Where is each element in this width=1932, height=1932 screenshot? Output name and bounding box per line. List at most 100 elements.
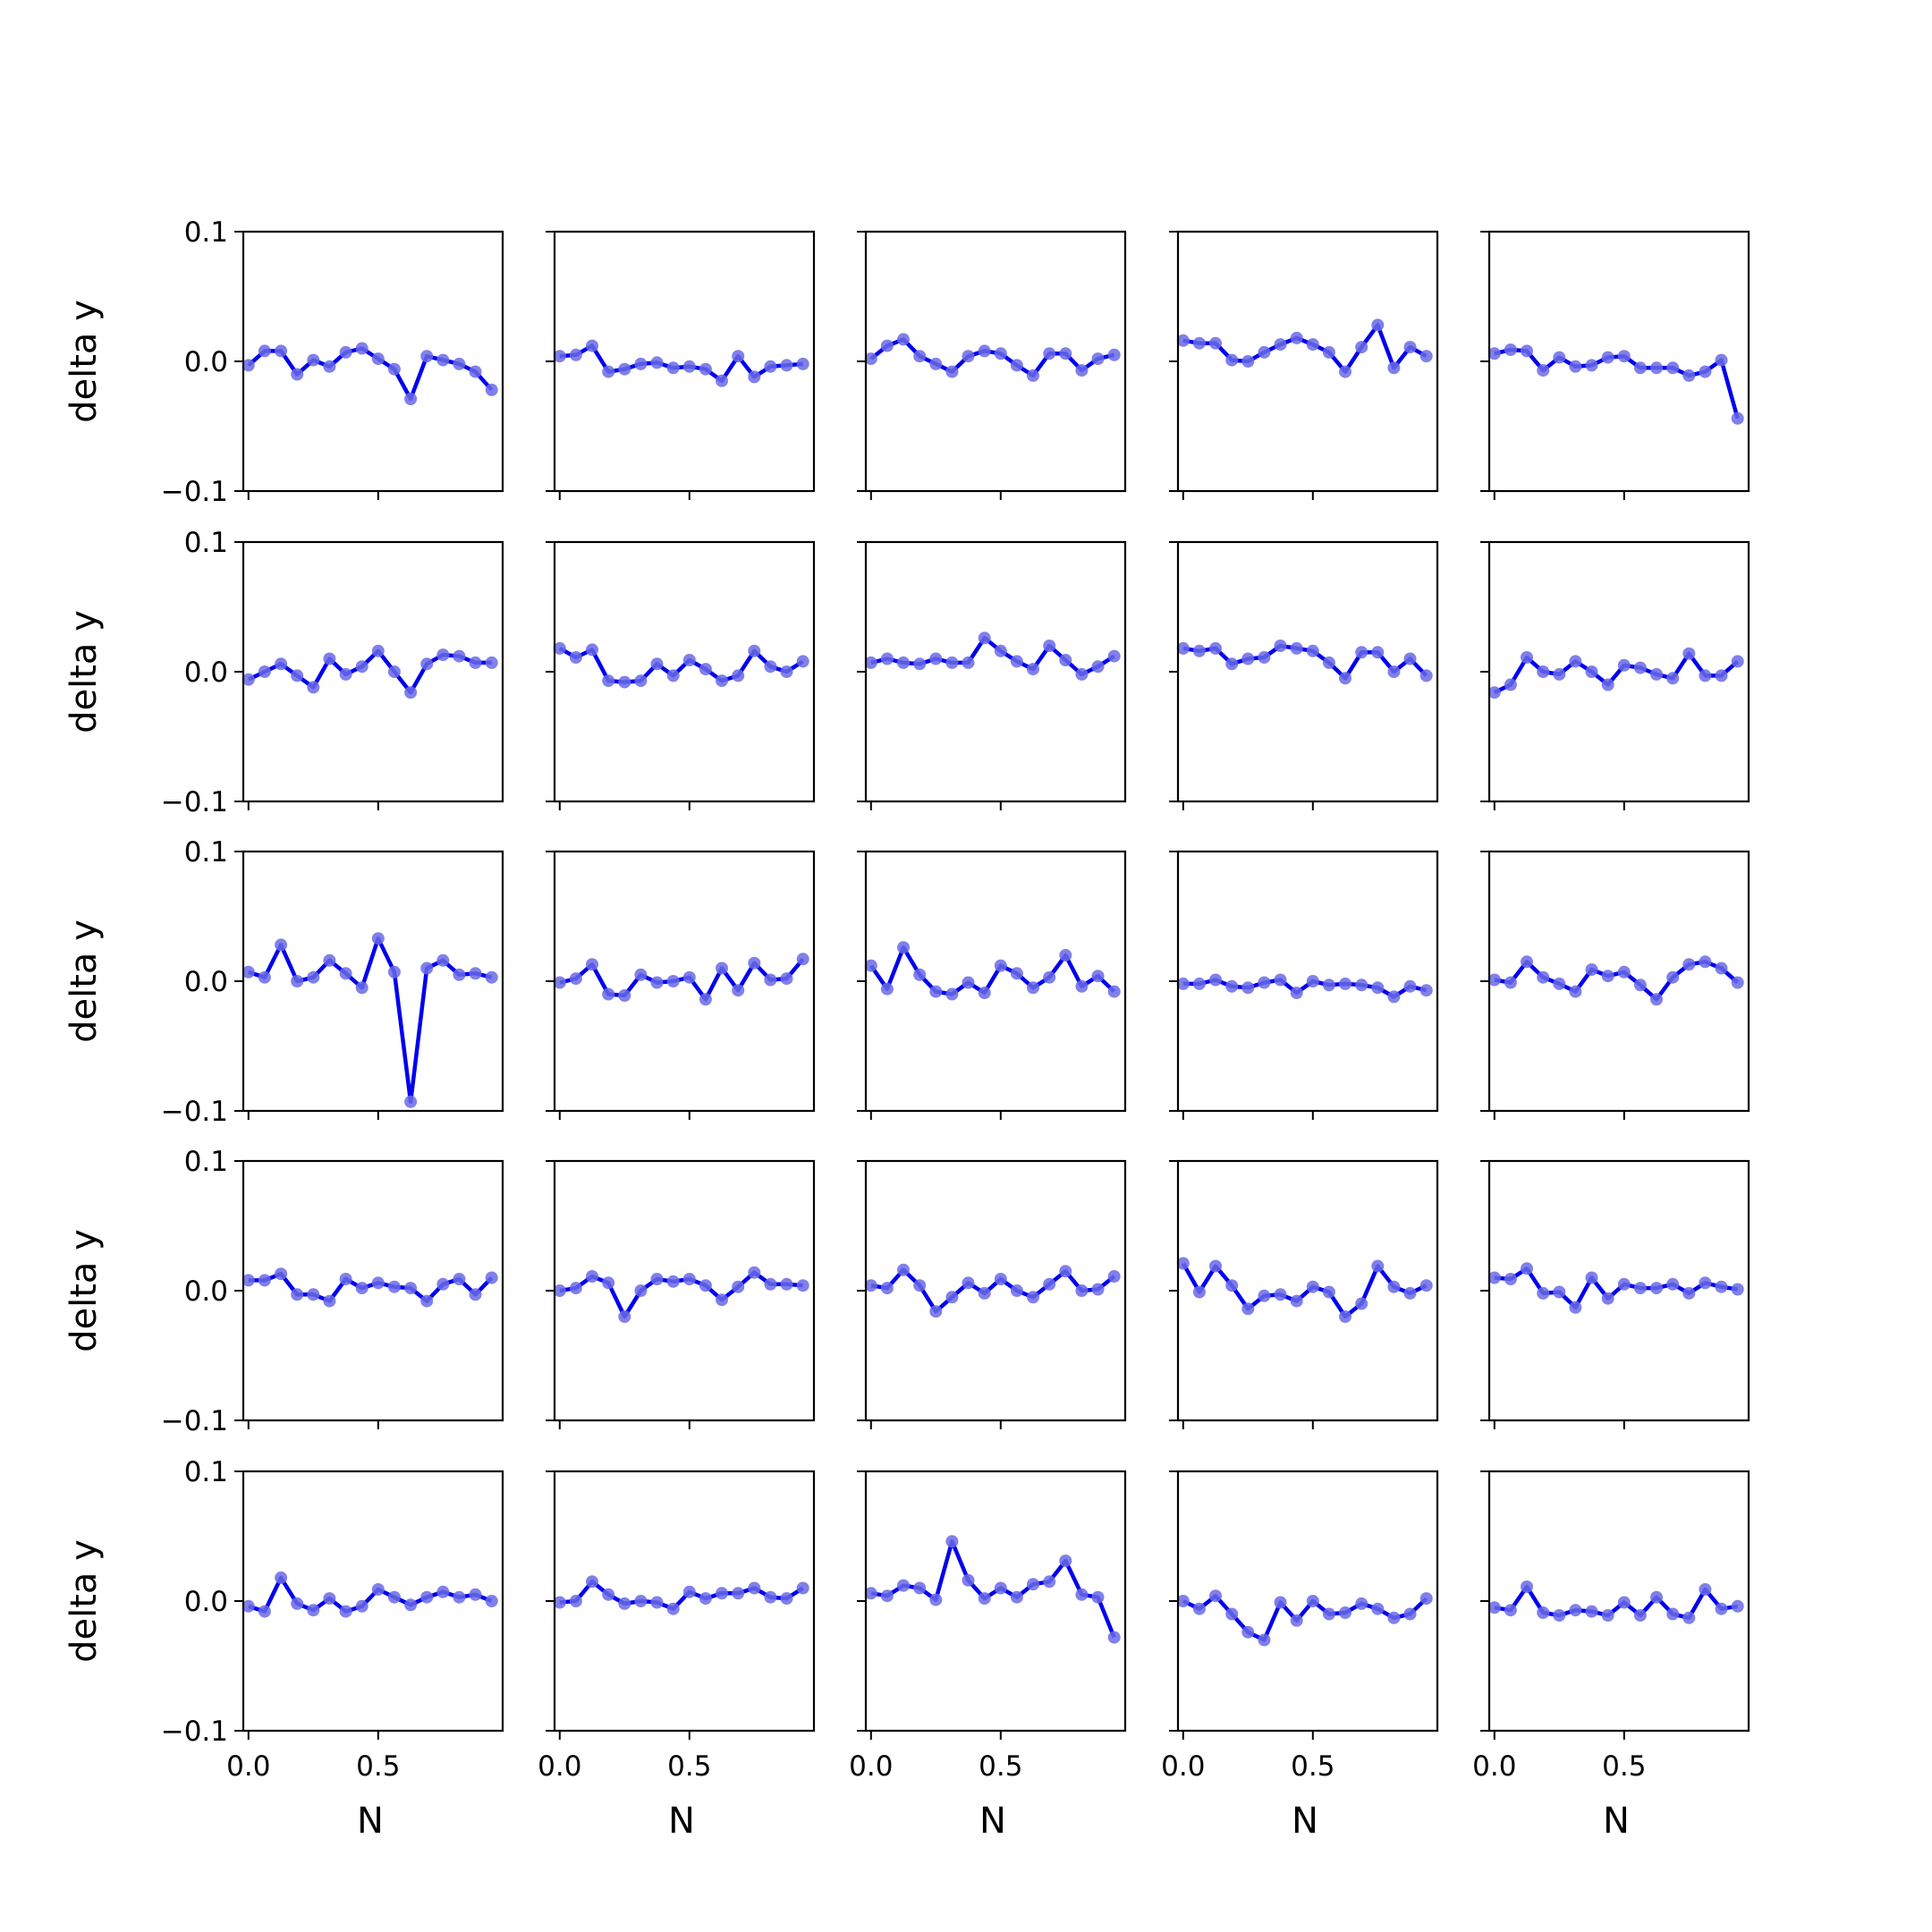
data-point: [962, 350, 975, 363]
data-point: [436, 353, 450, 367]
subplot-r5-c2: 0.0 0.5 N: [538, 1470, 816, 1842]
data-point: [1209, 1259, 1222, 1273]
data-point: [1075, 979, 1089, 993]
data-point: [913, 1279, 927, 1292]
axes-frame: [553, 540, 816, 803]
y-axis-label: delta y: [64, 919, 105, 1043]
axes-frame: [553, 1159, 816, 1422]
data-point: [1043, 640, 1056, 652]
series-line: [1182, 323, 1428, 374]
subplot-r2-c3: [857, 540, 1127, 810]
x-tick-label: 0.0: [1472, 1750, 1516, 1783]
series-line: [869, 337, 1115, 378]
data-point: [1553, 1609, 1566, 1622]
data-point: [1355, 1597, 1368, 1610]
data-point: [748, 370, 761, 384]
data-point: [553, 641, 566, 655]
data-point: [1487, 973, 1501, 987]
data-point: [291, 975, 304, 987]
data-point: [387, 965, 401, 979]
data-point: [371, 644, 385, 657]
data-point: [1569, 360, 1582, 373]
data-point: [1731, 976, 1744, 989]
data-point: [1107, 348, 1121, 361]
data-point: [1387, 990, 1401, 1004]
data-point: [1633, 661, 1647, 674]
y-tick-label: −0.1: [161, 786, 228, 818]
data-point: [485, 383, 498, 396]
axes-frame: [553, 1470, 816, 1733]
data-point: [962, 1573, 975, 1587]
data-point: [1521, 651, 1533, 664]
data-point: [436, 648, 450, 662]
data-point: [864, 656, 877, 669]
data-point: [602, 987, 615, 1001]
data-point: [275, 344, 288, 358]
data-point: [1521, 955, 1533, 969]
data-point: [1107, 1631, 1121, 1644]
data-point: [1027, 1578, 1039, 1591]
data-point: [1715, 962, 1728, 975]
data-point: [1537, 1606, 1550, 1619]
data-point: [699, 1279, 712, 1292]
data-point: [1371, 981, 1385, 995]
data-point: [420, 350, 434, 363]
data-point: [1699, 1276, 1712, 1290]
data-point: [1010, 359, 1023, 372]
data-point: [780, 1277, 793, 1291]
data-point: [732, 669, 745, 682]
y-tick-label: −0.1: [161, 476, 228, 508]
data-point: [485, 970, 498, 984]
data-point: [323, 953, 336, 967]
data-point: [994, 1581, 1007, 1595]
data-point: [1569, 1604, 1582, 1617]
data-point: [371, 352, 385, 366]
data-point: [586, 958, 598, 971]
data-point: [716, 674, 728, 688]
data-point: [1355, 1297, 1368, 1310]
x-axis-label: N: [668, 1801, 695, 1842]
data-point: [1569, 655, 1582, 668]
data-point: [453, 357, 466, 370]
data-point: [880, 1282, 894, 1295]
data-point: [716, 1587, 728, 1600]
data-point: [469, 365, 482, 378]
data-point: [339, 1273, 352, 1285]
series-line: [1494, 1584, 1739, 1621]
axes-frame: [242, 1470, 504, 1733]
data-point: [978, 1286, 991, 1300]
data-point: [339, 1605, 352, 1618]
data-point: [1617, 1596, 1631, 1609]
data-point: [469, 1588, 482, 1601]
data-point: [1258, 345, 1271, 359]
data-point: [1731, 411, 1744, 425]
data-point: [1715, 669, 1728, 682]
data-point: [978, 1592, 991, 1606]
series-line: [870, 1267, 1116, 1314]
data-point: [682, 654, 696, 666]
y-tick-label: 0.0: [184, 1275, 228, 1308]
data-point: [602, 1276, 615, 1290]
data-point: [275, 1571, 288, 1584]
data-point: [1322, 345, 1335, 359]
data-point: [880, 339, 894, 352]
data-point: [1537, 364, 1550, 377]
data-point: [1306, 975, 1319, 987]
series-line: [870, 636, 1115, 677]
data-point: [387, 362, 401, 376]
data-point: [1585, 359, 1598, 372]
data-point: [1258, 1633, 1271, 1647]
data-point: [307, 353, 320, 367]
data-point: [1650, 993, 1663, 1006]
data-point: [699, 362, 712, 376]
data-point: [994, 347, 1007, 360]
subplot-r4-c5: [1480, 1159, 1750, 1429]
data-point: [634, 1284, 648, 1297]
data-point: [553, 1596, 566, 1609]
data-point: [1699, 955, 1712, 969]
data-point: [307, 970, 320, 984]
data-point: [1553, 351, 1566, 364]
x-tick-label: 0.5: [979, 1750, 1022, 1783]
y-axis-label: delta y: [64, 610, 105, 733]
